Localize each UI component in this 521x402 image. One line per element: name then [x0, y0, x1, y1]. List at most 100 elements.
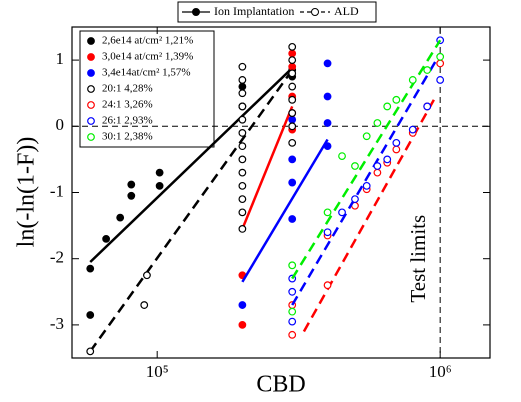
data-point [288, 95, 297, 104]
legend-marker [87, 117, 95, 125]
legend-label: Ion Implantation [214, 4, 294, 18]
data-point [323, 59, 332, 68]
x-tick-label: 10⁶ [429, 362, 452, 381]
legend-label: 24:1 3,26% [102, 99, 153, 111]
legend-marker [87, 85, 95, 93]
data-point [423, 102, 432, 111]
data-point [323, 208, 332, 217]
data-point [423, 66, 432, 74]
data-point [238, 155, 247, 164]
data-point [288, 122, 297, 131]
data-point [338, 152, 346, 160]
data-point [155, 168, 164, 177]
data-point [102, 234, 111, 243]
legend-marker [87, 133, 95, 141]
data-point [373, 162, 382, 170]
data-point [238, 225, 247, 233]
x-tick-label: 10⁵ [146, 362, 169, 381]
y-tick-label: 0 [56, 115, 65, 134]
data-point [238, 76, 247, 84]
data-point [338, 208, 346, 217]
data-point [238, 62, 247, 71]
data-point [155, 181, 164, 190]
legend-marker [311, 8, 319, 16]
data-point [323, 119, 332, 127]
fit-line [241, 138, 329, 283]
data-point [288, 178, 297, 187]
data-point [116, 213, 125, 222]
data-point [288, 56, 297, 64]
fit-line [302, 99, 435, 333]
data-point [238, 89, 247, 98]
data-point [323, 281, 332, 290]
data-point [288, 49, 297, 58]
data-point [392, 95, 401, 104]
data-point [238, 181, 247, 190]
legend-label: 20:1 4,28% [102, 83, 153, 95]
data-point [373, 168, 382, 177]
data-point [351, 162, 359, 170]
data-point [288, 109, 297, 117]
fit-line [241, 105, 294, 230]
data-point [436, 76, 445, 84]
data-point [238, 142, 247, 151]
data-point [127, 191, 136, 200]
data-point [383, 155, 392, 164]
x-axis-label: CBD [256, 372, 305, 398]
data-point [383, 102, 392, 111]
data-point [238, 321, 247, 329]
data-point [323, 228, 332, 237]
legend-marker [87, 101, 95, 109]
data-point [362, 132, 371, 141]
y-tick-label: -1 [50, 181, 64, 200]
legend-box [79, 30, 215, 148]
y-axis-label: ln(-ln(1-F)) [14, 137, 40, 248]
group-legend-box [177, 1, 377, 23]
data-point [288, 215, 297, 223]
data-point [238, 195, 247, 204]
y-tick-label: -2 [50, 248, 64, 267]
data-point [238, 129, 247, 137]
data-point [351, 195, 359, 204]
data-point [86, 264, 95, 273]
data-point [238, 102, 247, 111]
data-point [288, 155, 297, 164]
fit-line [89, 67, 294, 263]
data-point [140, 301, 149, 309]
legend-marker [87, 53, 95, 61]
legend-label: 3,0e14 at/cm² 1,39% [102, 51, 193, 63]
legend-label: 30:1 2,38% [102, 131, 153, 143]
data-point [288, 330, 297, 339]
data-point [323, 92, 332, 101]
fit-line [291, 52, 442, 306]
data-point [127, 180, 136, 189]
data-point [288, 42, 297, 51]
y-tick-label: -3 [50, 314, 64, 333]
data-point [288, 69, 297, 78]
legend-label: 2,6e14 at/cm² 1,21% [102, 35, 193, 47]
data-point [436, 59, 445, 68]
data-point [143, 271, 151, 280]
data-point [288, 138, 297, 147]
data-point [288, 317, 297, 326]
data-point [323, 142, 332, 151]
data-point [288, 82, 297, 91]
data-point [392, 138, 401, 147]
data-point [238, 168, 247, 177]
legend-marker [192, 8, 200, 16]
legend-label: ALD [334, 4, 359, 18]
data-point [288, 287, 297, 296]
data-point [238, 115, 247, 124]
data-point [436, 52, 445, 61]
annotation: Test limits [406, 215, 430, 303]
data-point [362, 181, 371, 190]
data-point [238, 301, 247, 309]
legend-marker [87, 69, 95, 77]
data-point [408, 76, 417, 84]
data-point [288, 307, 297, 316]
data-point [86, 311, 95, 319]
data-point [408, 125, 417, 134]
data-point [373, 119, 382, 127]
fit-line [89, 69, 294, 353]
